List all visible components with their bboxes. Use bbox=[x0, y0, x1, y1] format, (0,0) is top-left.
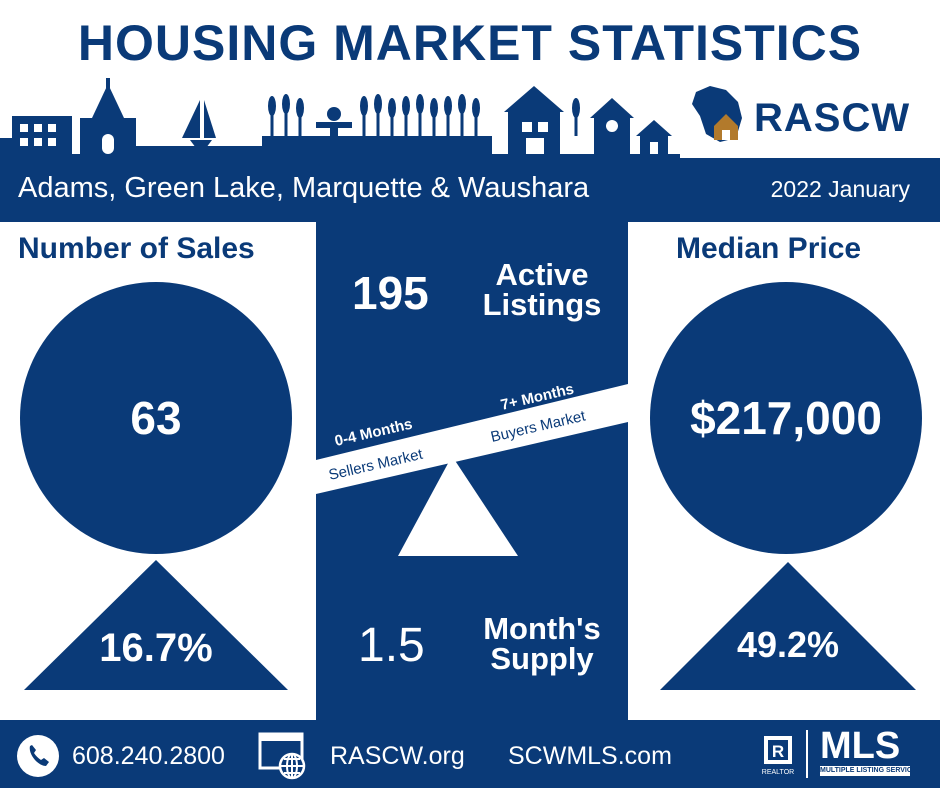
sales-change-triangle: 16.7% bbox=[24, 560, 288, 690]
realtor-text: REALTOR bbox=[762, 769, 794, 776]
sales-value: 63 bbox=[130, 392, 182, 444]
sales-change-value: 16.7% bbox=[99, 626, 213, 670]
region-name: Adams, Green Lake, Marquette & Waushara bbox=[18, 172, 590, 204]
active-listings-label: Active Listings bbox=[470, 257, 614, 322]
mls-logo-text: MLS bbox=[820, 725, 901, 767]
scwmls-website-link[interactable]: SCWMLS.com bbox=[508, 742, 672, 770]
active-listings-value: 195 bbox=[352, 267, 429, 319]
footer: 608.240.2800 RASCW.org SCWMLS.com R REAL… bbox=[0, 720, 940, 788]
mls-subtitle: MULTIPLE LISTING SERVICE bbox=[820, 766, 910, 776]
web-icon bbox=[258, 732, 306, 780]
town-skyline-icon bbox=[0, 78, 680, 158]
sales-title: Number of Sales bbox=[18, 232, 255, 265]
realtor-icon: R REALTOR bbox=[762, 736, 794, 776]
market-scale-icon: 0-4 Months Sellers Market 7+ Months Buye… bbox=[316, 381, 628, 556]
months-supply-value: 1.5 bbox=[358, 619, 425, 672]
active-listings-label-line2: Listings bbox=[482, 287, 602, 322]
logo-divider bbox=[806, 730, 808, 778]
rascw-logo-text: RASCW bbox=[754, 96, 911, 140]
price-circle: $217,000 bbox=[650, 282, 922, 554]
wisconsin-map-icon bbox=[692, 86, 742, 142]
page-title: HOUSING MARKET STATISTICS bbox=[77, 15, 863, 71]
svg-text:R: R bbox=[772, 742, 784, 761]
active-listings-label-line1: Active bbox=[495, 257, 589, 292]
price-title: Median Price bbox=[676, 232, 862, 265]
sales-circle: 63 bbox=[20, 282, 292, 554]
months-supply-label-line1: Month's bbox=[483, 611, 601, 646]
region-band: Adams, Green Lake, Marquette & Waushara … bbox=[0, 158, 940, 222]
rascw-website-link[interactable]: RASCW.org bbox=[330, 742, 465, 770]
price-value: $217,000 bbox=[690, 392, 882, 444]
months-supply-label: Month's Supply bbox=[470, 611, 614, 676]
price-change-value: 49.2% bbox=[736, 624, 840, 665]
phone-icon bbox=[17, 735, 59, 777]
report-period: 2022 January bbox=[770, 176, 910, 202]
price-change-triangle: 49.2% bbox=[660, 562, 916, 690]
phone-number[interactable]: 608.240.2800 bbox=[72, 742, 225, 770]
months-supply-label-line2: Supply bbox=[490, 641, 594, 676]
